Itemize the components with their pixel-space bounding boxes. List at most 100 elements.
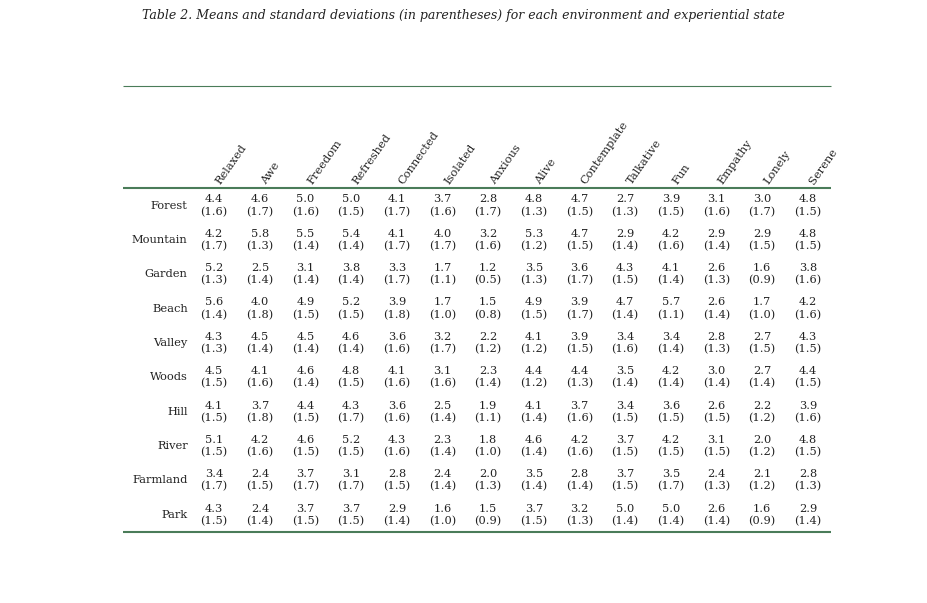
Text: 5.0
(1.5): 5.0 (1.5) (337, 194, 365, 217)
Text: 2.9
(1.4): 2.9 (1.4) (703, 229, 730, 251)
Text: 2.0
(1.2): 2.0 (1.2) (749, 435, 776, 457)
Text: 3.8
(1.4): 3.8 (1.4) (337, 263, 365, 286)
Text: 4.5
(1.4): 4.5 (1.4) (247, 332, 273, 354)
Text: 4.1
(1.4): 4.1 (1.4) (520, 400, 548, 423)
Text: 2.9
(1.5): 2.9 (1.5) (749, 229, 776, 251)
Text: 1.2
(0.5): 1.2 (0.5) (475, 263, 502, 286)
Text: 5.8
(1.3): 5.8 (1.3) (247, 229, 273, 251)
Text: 4.8
(1.5): 4.8 (1.5) (794, 194, 821, 217)
Text: River: River (157, 441, 187, 451)
Text: Contemplate: Contemplate (579, 119, 630, 186)
Text: 4.7
(1.4): 4.7 (1.4) (612, 297, 639, 320)
Text: 4.7
(1.5): 4.7 (1.5) (565, 229, 593, 251)
Text: 3.1
(1.6): 3.1 (1.6) (703, 194, 730, 217)
Text: Anxious: Anxious (489, 143, 523, 186)
Text: 5.1
(1.5): 5.1 (1.5) (200, 435, 228, 457)
Text: 4.1
(1.6): 4.1 (1.6) (383, 366, 411, 388)
Text: 1.6
(1.0): 1.6 (1.0) (429, 504, 456, 526)
Text: 4.5
(1.5): 4.5 (1.5) (200, 366, 228, 388)
Text: 4.3
(1.7): 4.3 (1.7) (337, 400, 365, 423)
Text: 4.9
(1.5): 4.9 (1.5) (292, 297, 319, 320)
Text: Table 2. Means and standard deviations (in parentheses) for each environment and: Table 2. Means and standard deviations (… (142, 9, 785, 22)
Text: 4.4
(1.5): 4.4 (1.5) (794, 366, 821, 388)
Text: 4.6
(1.5): 4.6 (1.5) (292, 435, 319, 457)
Text: 4.8
(1.5): 4.8 (1.5) (337, 366, 365, 388)
Text: 2.4
(1.3): 2.4 (1.3) (703, 469, 730, 491)
Text: 4.1
(1.7): 4.1 (1.7) (383, 229, 411, 251)
Text: 3.5
(1.3): 3.5 (1.3) (520, 263, 548, 286)
Text: 4.2
(1.5): 4.2 (1.5) (657, 435, 684, 457)
Text: 1.5
(0.9): 1.5 (0.9) (475, 504, 502, 526)
Text: 2.7
(1.5): 2.7 (1.5) (749, 332, 776, 354)
Text: 4.6
(1.4): 4.6 (1.4) (520, 435, 548, 457)
Text: 3.4
(1.5): 3.4 (1.5) (612, 400, 639, 423)
Text: Serene: Serene (807, 147, 840, 186)
Text: 4.1
(1.5): 4.1 (1.5) (200, 400, 228, 423)
Text: 4.3
(1.5): 4.3 (1.5) (200, 504, 228, 526)
Text: 2.7
(1.4): 2.7 (1.4) (749, 366, 776, 388)
Text: 1.8
(1.0): 1.8 (1.0) (475, 435, 502, 457)
Text: 3.9
(1.5): 3.9 (1.5) (657, 194, 684, 217)
Text: 1.7
(1.0): 1.7 (1.0) (429, 297, 456, 320)
Text: 4.3
(1.5): 4.3 (1.5) (612, 263, 639, 286)
Text: 3.2
(1.3): 3.2 (1.3) (565, 504, 593, 526)
Text: 3.7
(1.5): 3.7 (1.5) (520, 504, 548, 526)
Text: Woods: Woods (150, 373, 187, 382)
Text: 1.7
(1.0): 1.7 (1.0) (749, 297, 776, 320)
Text: 3.4
(1.7): 3.4 (1.7) (200, 469, 228, 491)
Text: 5.0
(1.4): 5.0 (1.4) (612, 504, 639, 526)
Text: Awe: Awe (260, 160, 282, 186)
Text: 3.7
(1.6): 3.7 (1.6) (565, 400, 593, 423)
Text: 2.0
(1.3): 2.0 (1.3) (475, 469, 502, 491)
Text: 3.4
(1.4): 3.4 (1.4) (657, 332, 684, 354)
Text: Isolated: Isolated (442, 142, 477, 186)
Text: 2.2
(1.2): 2.2 (1.2) (749, 400, 776, 423)
Text: Relaxed: Relaxed (214, 143, 248, 186)
Text: 4.8
(1.3): 4.8 (1.3) (520, 194, 548, 217)
Text: 5.2
(1.3): 5.2 (1.3) (200, 263, 228, 286)
Text: 5.3
(1.2): 5.3 (1.2) (520, 229, 548, 251)
Text: 4.6
(1.4): 4.6 (1.4) (337, 332, 365, 354)
Text: 3.7
(1.7): 3.7 (1.7) (292, 469, 319, 491)
Text: 4.0
(1.8): 4.0 (1.8) (247, 297, 273, 320)
Text: 4.2
(1.6): 4.2 (1.6) (247, 435, 273, 457)
Text: Talkative: Talkative (625, 137, 664, 186)
Text: 4.1
(1.2): 4.1 (1.2) (520, 332, 548, 354)
Text: Beach: Beach (152, 304, 187, 314)
Text: 4.1
(1.7): 4.1 (1.7) (383, 194, 411, 217)
Text: 3.1
(1.6): 3.1 (1.6) (429, 366, 456, 388)
Text: 4.4
(1.5): 4.4 (1.5) (292, 400, 319, 423)
Text: 3.1
(1.4): 3.1 (1.4) (292, 263, 319, 286)
Text: 2.9
(1.4): 2.9 (1.4) (794, 504, 821, 526)
Text: 2.6
(1.4): 2.6 (1.4) (703, 504, 730, 526)
Text: 4.5
(1.4): 4.5 (1.4) (292, 332, 319, 354)
Text: 3.7
(1.6): 3.7 (1.6) (429, 194, 456, 217)
Text: 2.4
(1.4): 2.4 (1.4) (429, 469, 456, 491)
Text: 1.5
(0.8): 1.5 (0.8) (475, 297, 502, 320)
Text: 4.6
(1.4): 4.6 (1.4) (292, 366, 319, 388)
Text: 2.5
(1.4): 2.5 (1.4) (247, 263, 273, 286)
Text: 3.2
(1.7): 3.2 (1.7) (429, 332, 456, 354)
Text: 3.6
(1.6): 3.6 (1.6) (383, 400, 411, 423)
Text: 3.0
(1.4): 3.0 (1.4) (703, 366, 730, 388)
Text: 2.7
(1.3): 2.7 (1.3) (612, 194, 639, 217)
Text: 3.6
(1.5): 3.6 (1.5) (657, 400, 684, 423)
Text: 2.8
(1.5): 2.8 (1.5) (383, 469, 411, 491)
Text: 5.2
(1.5): 5.2 (1.5) (337, 435, 365, 457)
Text: 3.9
(1.5): 3.9 (1.5) (565, 332, 593, 354)
Text: 2.8
(1.3): 2.8 (1.3) (703, 332, 730, 354)
Text: 3.8
(1.6): 3.8 (1.6) (794, 263, 821, 286)
Text: 1.9
(1.1): 1.9 (1.1) (475, 400, 502, 423)
Text: 2.6
(1.4): 2.6 (1.4) (703, 297, 730, 320)
Text: 4.1
(1.6): 4.1 (1.6) (247, 366, 273, 388)
Text: 4.7
(1.5): 4.7 (1.5) (565, 194, 593, 217)
Text: Refreshed: Refreshed (351, 132, 393, 186)
Text: 2.3
(1.4): 2.3 (1.4) (475, 366, 502, 388)
Text: 2.3
(1.4): 2.3 (1.4) (429, 435, 456, 457)
Text: Valley: Valley (154, 338, 187, 348)
Text: Garden: Garden (145, 270, 187, 279)
Text: Fun: Fun (671, 162, 692, 186)
Text: 2.8
(1.3): 2.8 (1.3) (794, 469, 821, 491)
Text: 3.2
(1.6): 3.2 (1.6) (475, 229, 502, 251)
Text: 3.5
(1.4): 3.5 (1.4) (612, 366, 639, 388)
